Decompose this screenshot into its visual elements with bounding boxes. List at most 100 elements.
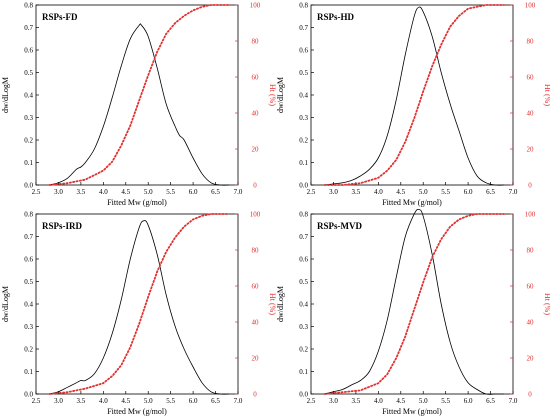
x-tick-label: 6.0 bbox=[189, 188, 198, 196]
y-tick-label: 0.7 bbox=[299, 24, 308, 32]
y2-axis-label: Ht (%) bbox=[268, 84, 277, 106]
chart-ird: 2.5 3.0 3.5 4.0 4.5 5.0 5.5 6.0 6.5 7.0 0.0 0.1 0.2 0… bbox=[1, 211, 277, 417]
y-tick-label: 0.0 bbox=[299, 391, 308, 399]
y2-tick-label: 40 bbox=[527, 319, 535, 327]
x-tick-label: 7.0 bbox=[509, 188, 518, 196]
y2-tick-label: 0 bbox=[253, 182, 257, 190]
chart-panel-mvd: 2.5 3.0 3.5 4.0 4.5 5.0 5.5 6.0 6.5 7.0 0.0 0.1 0.2 0… bbox=[275, 208, 550, 418]
x-tick-label: 3.0 bbox=[329, 397, 338, 405]
x-tick-label: 6.5 bbox=[486, 188, 495, 196]
y2-tick-label: 60 bbox=[527, 74, 535, 82]
y-tick-label: 0.2 bbox=[299, 346, 308, 354]
y-tick-label: 0.5 bbox=[24, 278, 33, 286]
distribution-series-line bbox=[49, 220, 230, 395]
y2-tick-label: 80 bbox=[252, 247, 260, 255]
y-tick-label: 0.1 bbox=[24, 159, 33, 167]
y2-tick-label: 40 bbox=[527, 110, 535, 118]
chart-title: RSPs-MVD bbox=[317, 221, 362, 231]
y2-tick-label: 100 bbox=[250, 2, 261, 10]
y2-tick-label: 0 bbox=[253, 391, 257, 399]
chart-title: RSPs-IRD bbox=[42, 221, 83, 231]
x-axis-label: Fitted Mw (g/mol) bbox=[107, 198, 167, 207]
cumulative-series-line bbox=[323, 4, 505, 186]
y-tick-label: 0.7 bbox=[24, 24, 33, 32]
y2-tick-label: 40 bbox=[252, 319, 260, 327]
y-tick-label: 0.6 bbox=[24, 256, 33, 264]
y2-axis-label: Ht (%) bbox=[543, 293, 550, 315]
y-tick-label: 0.3 bbox=[299, 114, 308, 122]
x-tick-label: 2.5 bbox=[307, 188, 316, 196]
plot-frame bbox=[35, 4, 239, 186]
x-tick-label: 7.0 bbox=[234, 397, 243, 405]
y-tick-label: 0.2 bbox=[24, 137, 33, 145]
x-tick-label: 3.0 bbox=[54, 188, 63, 196]
x-tick-label: 3.0 bbox=[329, 188, 338, 196]
y2-tick-label: 60 bbox=[252, 283, 260, 291]
x-axis-label: Fitted Mw (g/mol) bbox=[382, 198, 442, 207]
y2-tick-label: 60 bbox=[527, 283, 535, 291]
y-tick-label: 0.1 bbox=[299, 159, 308, 167]
x-tick-label: 5.0 bbox=[419, 397, 428, 405]
y2-tick-label: 100 bbox=[525, 2, 536, 10]
x-tick-label: 6.0 bbox=[189, 397, 198, 405]
y-tick-label: 0.0 bbox=[24, 182, 33, 190]
x-tick-label: 4.5 bbox=[396, 188, 405, 196]
x-tick-label: 2.5 bbox=[32, 397, 41, 405]
x-tick-label: 4.5 bbox=[121, 397, 130, 405]
y-tick-label: 0.5 bbox=[299, 69, 308, 77]
y2-axis-label: Ht (%) bbox=[543, 84, 550, 106]
y-tick-label: 0.8 bbox=[299, 211, 308, 219]
x-tick-label: 5.5 bbox=[166, 188, 175, 196]
y-tick-label: 0.8 bbox=[24, 211, 33, 219]
chart-title: RSPs-FD bbox=[42, 12, 78, 22]
y-tick-label: 0.5 bbox=[299, 278, 308, 286]
distribution-series-line bbox=[324, 208, 504, 395]
x-tick-label: 5.0 bbox=[144, 188, 153, 196]
y-axis-label: dw/dLogM bbox=[276, 77, 285, 113]
y-tick-label: 0.5 bbox=[24, 69, 33, 77]
y2-tick-label: 0 bbox=[528, 391, 532, 399]
y-tick-label: 0.4 bbox=[299, 92, 308, 100]
chart-mvd: 2.5 3.0 3.5 4.0 4.5 5.0 5.5 6.0 6.5 7.0 0.0 0.1 0.2 0… bbox=[276, 208, 550, 416]
x-tick-label: 4.0 bbox=[99, 397, 108, 405]
x-tick-label: 4.0 bbox=[374, 188, 383, 196]
y-tick-label: 0.6 bbox=[24, 47, 33, 55]
y2-tick-label: 80 bbox=[252, 38, 260, 46]
y-tick-label: 0.3 bbox=[299, 323, 308, 331]
y2-tick-label: 20 bbox=[252, 146, 260, 154]
y2-axis-label: Ht (%) bbox=[268, 293, 277, 315]
y2-tick-label: 80 bbox=[527, 38, 535, 46]
x-tick-label: 2.5 bbox=[307, 397, 316, 405]
x-tick-label: 4.5 bbox=[396, 397, 405, 405]
chart-hd: 2.5 3.0 3.5 4.0 4.5 5.0 5.5 6.0 6.5 7.0 0.0 0.1 0.2 0… bbox=[276, 2, 550, 208]
chart-panel-fd: 2.5 3.0 3.5 4.0 4.5 5.0 5.5 6.0 6.5 7.0 0.0 0.1 0.2 0… bbox=[0, 0, 277, 209]
cumulative-series-line bbox=[48, 4, 230, 186]
x-axis-label: Fitted Mw (g/mol) bbox=[382, 407, 442, 416]
y-tick-label: 0.4 bbox=[24, 92, 33, 100]
y-tick-label: 0.3 bbox=[24, 114, 33, 122]
y-tick-label: 0.1 bbox=[299, 368, 308, 376]
x-tick-label: 6.0 bbox=[464, 397, 473, 405]
distribution-series-line bbox=[324, 6, 505, 186]
x-tick-label: 6.5 bbox=[211, 188, 220, 196]
y-tick-label: 0.8 bbox=[299, 2, 308, 10]
x-tick-label: 6.0 bbox=[464, 188, 473, 196]
y2-tick-label: 20 bbox=[252, 355, 260, 363]
y-tick-label: 0.7 bbox=[299, 233, 308, 241]
y-tick-label: 0.6 bbox=[299, 256, 308, 264]
x-tick-label: 4.5 bbox=[121, 188, 130, 196]
y-tick-label: 0.7 bbox=[24, 233, 33, 241]
y-tick-label: 0.0 bbox=[24, 391, 33, 399]
y-tick-label: 0.6 bbox=[299, 47, 308, 55]
cumulative-series-line bbox=[48, 213, 230, 395]
x-axis-label: Fitted Mw (g/mol) bbox=[107, 407, 167, 416]
y-tick-label: 0.4 bbox=[299, 301, 308, 309]
y2-tick-label: 20 bbox=[527, 355, 535, 363]
x-tick-label: 4.0 bbox=[99, 188, 108, 196]
x-tick-label: 7.0 bbox=[234, 188, 243, 196]
x-tick-label: 7.0 bbox=[509, 397, 518, 405]
y-tick-label: 0.8 bbox=[24, 2, 33, 10]
y2-tick-label: 100 bbox=[525, 211, 536, 219]
plot-frame bbox=[35, 213, 239, 395]
x-tick-label: 3.5 bbox=[77, 188, 86, 196]
